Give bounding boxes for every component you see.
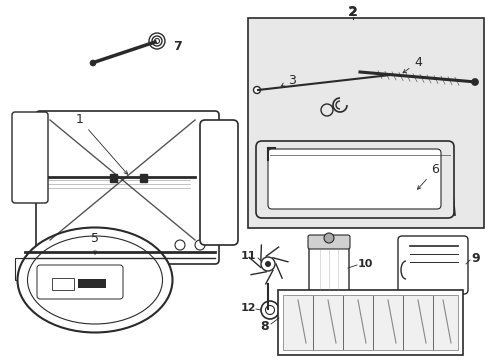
FancyBboxPatch shape (37, 265, 123, 299)
Bar (55, 251, 62, 258)
Circle shape (470, 78, 478, 85)
Text: 11: 11 (240, 251, 255, 261)
Text: 4: 4 (402, 55, 421, 73)
Bar (75, 254, 79, 258)
Text: 8: 8 (260, 320, 269, 333)
Ellipse shape (18, 228, 172, 333)
FancyBboxPatch shape (308, 242, 348, 298)
Circle shape (253, 86, 260, 94)
FancyBboxPatch shape (256, 141, 453, 218)
Text: 1: 1 (76, 113, 127, 174)
Text: 5: 5 (91, 231, 99, 254)
Bar (110, 174, 117, 182)
Bar (278, 290, 462, 355)
Bar (15, 258, 65, 280)
Text: 2: 2 (347, 5, 357, 19)
Bar (78, 279, 106, 288)
Polygon shape (258, 145, 454, 215)
Circle shape (261, 257, 274, 271)
Text: 10: 10 (357, 259, 372, 269)
Text: 2: 2 (348, 5, 357, 18)
Text: 12: 12 (240, 303, 255, 313)
Bar (52, 278, 74, 290)
Circle shape (265, 306, 274, 315)
FancyBboxPatch shape (36, 111, 219, 264)
FancyBboxPatch shape (12, 112, 48, 203)
Bar (247, 18, 483, 228)
Bar (283, 295, 457, 350)
Text: 7: 7 (173, 40, 182, 53)
Text: 6: 6 (417, 163, 438, 189)
Text: 9: 9 (471, 252, 479, 265)
Circle shape (90, 60, 96, 66)
FancyBboxPatch shape (267, 149, 440, 209)
Text: 3: 3 (281, 73, 295, 86)
Circle shape (324, 233, 333, 243)
Circle shape (261, 301, 279, 319)
FancyBboxPatch shape (397, 236, 467, 294)
FancyBboxPatch shape (307, 235, 349, 249)
Circle shape (264, 261, 270, 267)
FancyBboxPatch shape (200, 120, 238, 245)
Bar (140, 174, 147, 182)
